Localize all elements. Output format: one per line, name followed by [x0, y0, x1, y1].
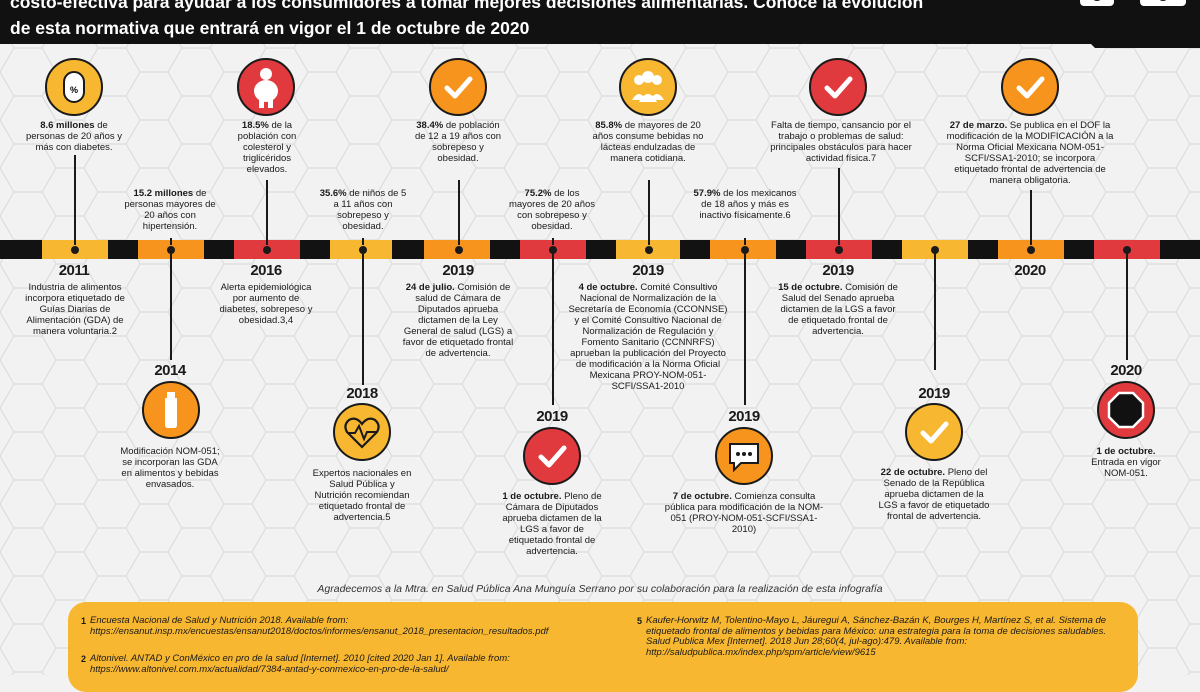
header-line-1: costo-efectiva para ayudar a los consumi…: [10, 0, 924, 12]
check-icon: [523, 427, 581, 485]
stat-text: 8.6 millones de personas de 20 años y má…: [25, 120, 123, 153]
people-group-icon: [619, 58, 677, 116]
stat-text: 15.2 millones de personas mayores de 20 …: [124, 188, 216, 232]
stat-text: Falta de tiempo, cansancio por el trabaj…: [770, 120, 912, 164]
heart-pulse-icon: [333, 403, 391, 461]
year-label: 2019: [728, 408, 760, 425]
obese-person-icon: [237, 58, 295, 116]
connector-dot: [645, 246, 653, 254]
connector-line: [552, 238, 554, 245]
year-label: 2018: [346, 385, 378, 402]
check-icon: [809, 58, 867, 116]
event-text: Modificación NOM-051; se incorporan las …: [120, 446, 220, 490]
year-label: 2020: [1110, 362, 1142, 379]
connector-line: [362, 238, 364, 245]
connector-line: [1030, 190, 1032, 245]
reference-item: 1 Encuesta Nacional de Salud y Nutrición …: [81, 615, 549, 637]
connector-line: [1126, 250, 1128, 360]
timeline-bar: [0, 240, 1200, 259]
event-text: Industria de alimentos incorpora etiquet…: [25, 282, 125, 337]
connector-line: [74, 155, 76, 245]
year-label: 2011: [58, 262, 90, 279]
pill-icon: %: [45, 58, 103, 116]
year-label: 2019: [442, 262, 474, 279]
stat-text: 57.9% de los mexicanos de 18 años y más …: [693, 188, 797, 221]
connector-dot: [835, 246, 843, 254]
connector-line: [362, 250, 364, 385]
bottle-icon: [142, 381, 200, 439]
stat-text: 85.8% de mayores de 20 años consume bebi…: [592, 120, 704, 164]
event-text: Alerta epidemiológica por aumento de dia…: [219, 282, 313, 326]
connector-line: [838, 168, 840, 245]
connector-dot: [931, 246, 939, 254]
acknowledgement: Agradecemos a la Mtra. en Salud Pública …: [317, 583, 883, 595]
header-line-2: de esta normativa que entrará en vigor e…: [10, 18, 530, 38]
year-label: 2016: [250, 262, 282, 279]
stat-text: 75.2% de los mayores de 20 años con sobr…: [508, 188, 596, 232]
connector-line: [170, 238, 172, 245]
connector-line: [744, 250, 746, 405]
year-label: 2019: [822, 262, 854, 279]
connector-line: [458, 180, 460, 245]
year-label: 2019: [536, 408, 568, 425]
stat-text: 27 de marzo. Se publica en el DOF la mod…: [946, 120, 1114, 186]
connector-dot: [263, 246, 271, 254]
hexagon-background: [0, 0, 1200, 675]
connector-line: [648, 180, 650, 245]
connector-line: [744, 238, 746, 245]
label-badge-icon: [1065, 0, 1200, 48]
event-text: 7 de octubre. Comienza consulta pública …: [664, 491, 824, 535]
year-label: 2014: [154, 362, 186, 379]
event-text: Expertos nacionales en Salud Pública y N…: [312, 468, 412, 523]
svg-text:%: %: [70, 85, 78, 95]
stat-text: 38.4% de población de 12 a 19 años con s…: [414, 120, 502, 164]
reference-item: 5 Kaufer-Horwitz M, Tolentino-Mayo L, Jáu…: [637, 615, 1107, 658]
stat-text: 18.5% de la población con colesterol y t…: [237, 120, 297, 175]
check-icon: [429, 58, 487, 116]
event-text: 24 de julio. Comisión de salud de Cámara…: [402, 282, 514, 359]
event-text: 1 de octubre. Entrada en vigor NOM-051.: [1091, 446, 1161, 479]
connector-dot: [1123, 246, 1131, 254]
connector-dot: [1027, 246, 1035, 254]
connector-dot: [71, 246, 79, 254]
connector-line: [934, 250, 936, 370]
reference-item: 2 Altonivel. ANTAD y ConMéxico en pro de …: [81, 653, 510, 675]
year-label: 2019: [632, 262, 664, 279]
header-banner: costo-efectiva para ayudar a los consumi…: [0, 0, 1200, 44]
event-text: 22 de octubre. Pleno del Senado de la Re…: [878, 467, 990, 522]
connector-dot: [455, 246, 463, 254]
connector-line: [552, 250, 554, 405]
connector-line: [170, 250, 172, 360]
stop-sign-icon: [1097, 381, 1155, 439]
event-text: 15 de octubre. Comisión de Salud del Sen…: [778, 282, 898, 337]
event-text: 4 de octubre. Comité Consultivo Nacional…: [568, 282, 728, 392]
chat-bubble-icon: [715, 427, 773, 485]
connector-line: [266, 180, 268, 245]
stat-text: 35.6% de niños de 5 a 11 años con sobrep…: [319, 188, 407, 232]
year-label: 2020: [1014, 262, 1046, 279]
check-icon: [1001, 58, 1059, 116]
check-icon: [905, 403, 963, 461]
event-text: 1 de octubre. Pleno de Cámara de Diputad…: [502, 491, 602, 557]
year-label: 2019: [918, 385, 950, 402]
references-panel: 1 Encuesta Nacional de Salud y Nutrición …: [68, 602, 1138, 692]
